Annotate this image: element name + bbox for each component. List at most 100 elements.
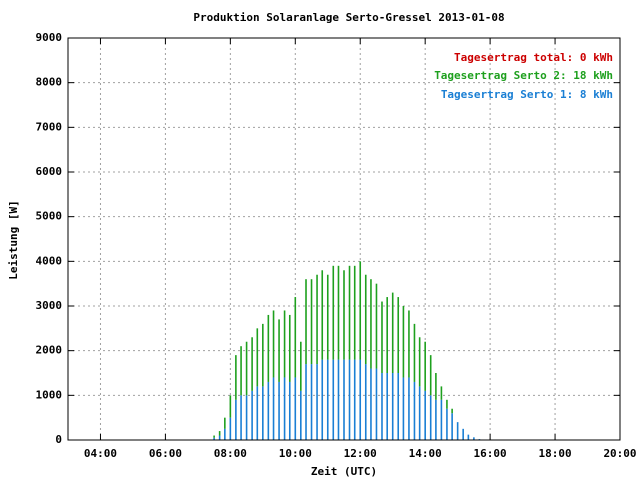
bar [375,368,378,440]
x-tick-label: 14:00 [409,447,442,460]
y-tick-label: 0 [55,433,62,446]
bar [316,274,318,365]
bar [262,386,264,440]
bar [451,413,453,440]
bar [224,417,226,429]
bar [451,408,453,414]
bar [381,301,383,373]
bar [256,328,259,387]
y-tick-label: 3000 [36,299,63,312]
bar [343,270,345,360]
bar [326,274,329,360]
y-tick-label: 7000 [36,120,63,133]
bar [300,341,302,391]
bar [397,373,400,440]
bar [337,265,340,360]
bar [272,310,275,378]
bar [267,314,270,382]
bar [305,279,307,365]
y-tick-label: 1000 [36,388,63,401]
bar [397,297,400,373]
bar [370,279,372,369]
bar [424,341,426,391]
bar [435,399,437,440]
y-tick-label: 2000 [36,344,63,357]
bar [213,437,215,440]
bar [462,428,464,440]
bar [353,359,356,440]
bar [348,359,351,440]
bar [381,373,383,440]
plot-frame [67,37,621,441]
x-tick-label: 16:00 [474,447,507,460]
bar [440,399,443,440]
bar [224,428,226,440]
bar [245,395,248,440]
bar [272,377,275,440]
bar [418,337,421,387]
bar [408,377,410,440]
bar [386,297,388,373]
bar [321,359,324,440]
bar [310,279,313,365]
bar [235,355,237,400]
y-axis-label: Leistung [W] [7,200,20,279]
bar [283,310,286,378]
bar [316,364,318,440]
x-tick-label: 12:00 [344,447,377,460]
bar [229,417,232,440]
bar [402,306,405,378]
bar [332,265,335,360]
bar [364,364,367,440]
bar [337,359,340,440]
x-tick-label: 06:00 [149,447,182,460]
bar [429,395,432,440]
legend-label: Tagesertrag Serto 2: 18 kWh [434,69,613,82]
bar [218,431,221,436]
bar [446,408,448,440]
bar [213,435,215,438]
bar [467,434,470,440]
bar [300,390,302,440]
bar [288,381,291,440]
bar [402,377,405,440]
x-tick-label: 10:00 [279,447,312,460]
bar [348,265,351,360]
bar [278,381,280,440]
bar [278,319,280,382]
bar [251,390,253,440]
bar [229,395,232,418]
y-tick-label: 5000 [36,210,63,223]
bar [235,399,237,440]
bar [413,323,416,382]
y-tick-label: 4000 [36,254,63,267]
bar [418,386,421,440]
bar [386,373,388,440]
x-tick-label: 20:00 [603,447,636,460]
bar [305,364,307,440]
bar [288,314,291,382]
x-tick-label: 04:00 [84,447,117,460]
bar [456,422,459,440]
chart-title: Produktion Solaranlage Serto-Gressel 201… [193,11,504,24]
bar [359,359,362,440]
bar [446,399,448,409]
annotation: Tagesertrag total: 0 kWh [454,51,613,64]
y-tick-label: 9000 [36,31,63,44]
bar [283,377,286,440]
bar [391,292,394,373]
x-axis-label: Zeit (UTC) [311,465,377,478]
bar [408,310,410,378]
bar [353,265,356,360]
bar [321,270,324,360]
bar [364,274,367,365]
bar [343,359,345,440]
bar [332,359,335,440]
bar [473,437,475,440]
bar [240,395,242,440]
bar [245,341,248,396]
bar [251,337,253,391]
bar [294,297,297,378]
bar [294,377,297,440]
